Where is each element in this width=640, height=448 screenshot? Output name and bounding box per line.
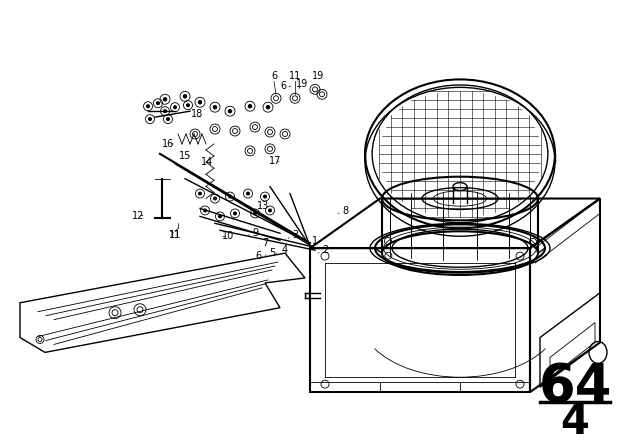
- Text: 3: 3: [288, 230, 298, 240]
- Circle shape: [263, 194, 267, 198]
- Text: 1: 1: [308, 236, 318, 246]
- Text: 14: 14: [201, 157, 213, 167]
- Text: 8: 8: [338, 207, 348, 216]
- Text: 2: 2: [318, 245, 328, 255]
- Text: 18: 18: [191, 109, 203, 119]
- Circle shape: [156, 101, 160, 105]
- Text: 13: 13: [257, 202, 269, 211]
- Circle shape: [198, 100, 202, 104]
- Text: 11: 11: [169, 230, 181, 240]
- Circle shape: [266, 105, 270, 109]
- Circle shape: [248, 104, 252, 108]
- Circle shape: [253, 211, 257, 215]
- Circle shape: [246, 192, 250, 196]
- Circle shape: [228, 109, 232, 113]
- Text: 7: 7: [259, 238, 268, 248]
- Circle shape: [146, 104, 150, 108]
- Circle shape: [213, 197, 217, 201]
- Text: 19: 19: [312, 71, 324, 82]
- Circle shape: [183, 94, 188, 99]
- Text: 10: 10: [222, 231, 234, 241]
- Circle shape: [203, 208, 207, 212]
- Circle shape: [148, 117, 152, 121]
- Circle shape: [163, 109, 167, 113]
- Text: 9: 9: [248, 228, 258, 238]
- Text: 16: 16: [162, 139, 174, 149]
- Text: 19: 19: [296, 79, 308, 89]
- Circle shape: [163, 97, 167, 102]
- Text: 15: 15: [179, 151, 191, 161]
- Circle shape: [212, 105, 217, 109]
- Text: 4: 4: [276, 245, 288, 255]
- Text: 11: 11: [169, 230, 181, 240]
- Text: 12: 12: [132, 211, 144, 221]
- Text: 6: 6: [271, 71, 277, 82]
- Circle shape: [268, 208, 272, 212]
- Circle shape: [166, 117, 170, 121]
- Circle shape: [228, 194, 232, 198]
- Circle shape: [233, 211, 237, 215]
- Text: 6: 6: [252, 251, 261, 261]
- Text: 4: 4: [561, 401, 589, 443]
- Circle shape: [186, 103, 190, 107]
- Text: 64: 64: [538, 361, 612, 413]
- Text: 6: 6: [280, 82, 291, 91]
- Circle shape: [198, 192, 202, 196]
- Text: 17: 17: [269, 156, 281, 166]
- Circle shape: [218, 215, 222, 219]
- Text: 11: 11: [289, 71, 301, 82]
- Text: 5: 5: [265, 248, 275, 258]
- Circle shape: [173, 105, 177, 109]
